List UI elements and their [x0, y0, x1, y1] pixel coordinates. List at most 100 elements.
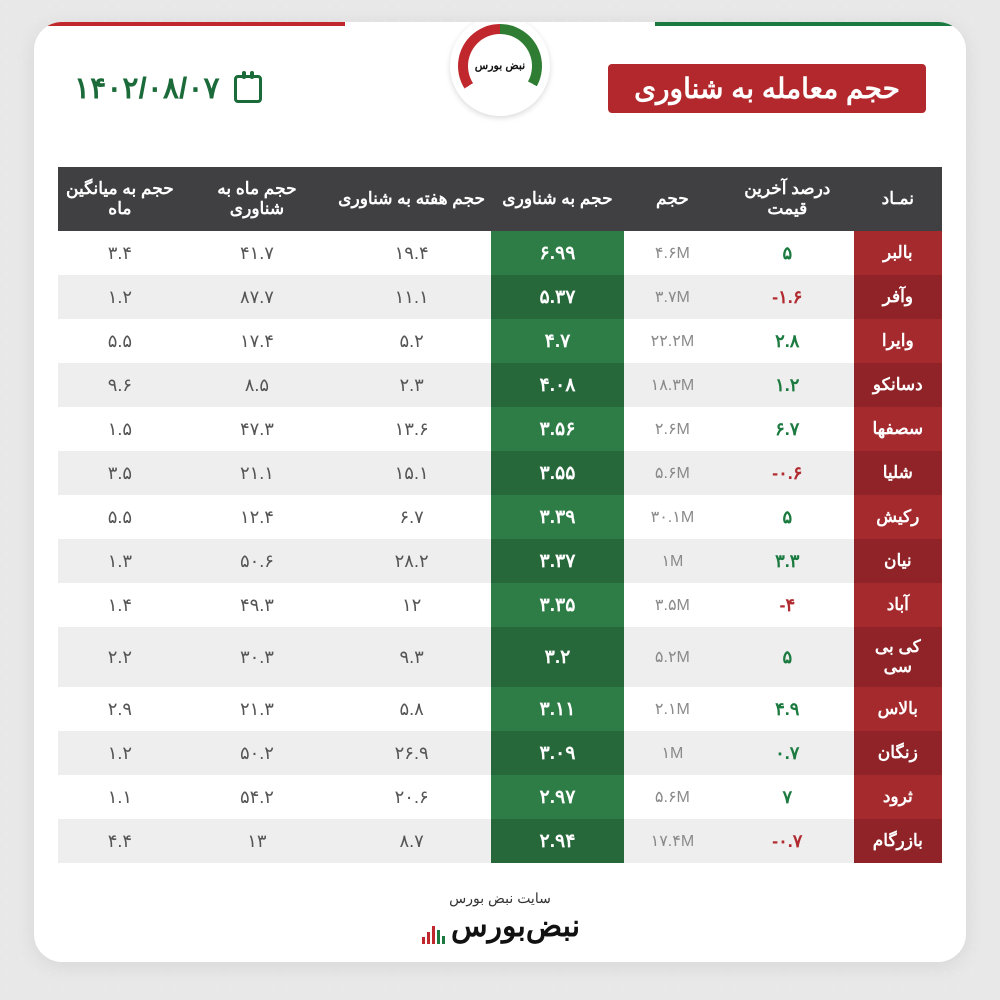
cell-week: ۱۵.۱ [332, 451, 491, 495]
col-header: نمـاد [854, 167, 942, 231]
cell-month: ۴۷.۳ [182, 407, 332, 451]
col-header: حجم هفته به شناوری [332, 167, 491, 231]
table-row: بازرگام-۰.۷۱۷.۴M۲.۹۴۸.۷۱۳۴.۴ [58, 819, 942, 863]
cell-month: ۱۳ [182, 819, 332, 863]
cell-pct: ۰.۷ [721, 731, 854, 775]
cell-pct: ۷ [721, 775, 854, 819]
cell-ratio: ۳.۳۹ [491, 495, 624, 539]
cell-ratio: ۲.۹۴ [491, 819, 624, 863]
table-row: دسانکو۱.۲۱۸.۳M۴.۰۸۲.۳۸.۵۹.۶ [58, 363, 942, 407]
cell-avg: ۴.۴ [58, 819, 182, 863]
cell-pct: ۳.۳ [721, 539, 854, 583]
bars-icon [422, 926, 445, 944]
cell-sym: آباد [854, 583, 942, 627]
cell-month: ۳۰.۳ [182, 627, 332, 687]
cell-sym: شلیا [854, 451, 942, 495]
cell-week: ۱۹.۴ [332, 231, 491, 275]
cell-sym: زنگان [854, 731, 942, 775]
logo-text: نبض بورس [468, 34, 532, 98]
cell-avg: ۵.۵ [58, 495, 182, 539]
cell-ratio: ۳.۳۵ [491, 583, 624, 627]
cell-month: ۵۰.۶ [182, 539, 332, 583]
cell-vol: ۱M [624, 731, 721, 775]
table-row: کی بی سی۵۵.۲M۳.۲۹.۳۳۰.۳۲.۲ [58, 627, 942, 687]
cell-pct: ۴.۹ [721, 687, 854, 731]
cell-pct: ۵ [721, 495, 854, 539]
cell-pct: -۰.۶ [721, 451, 854, 495]
cell-avg: ۱.۲ [58, 731, 182, 775]
cell-sym: بازرگام [854, 819, 942, 863]
cell-pct: ۶.۷ [721, 407, 854, 451]
cell-ratio: ۵.۳۷ [491, 275, 624, 319]
col-header: حجم ماه به شناوری [182, 167, 332, 231]
cell-pct: -۱.۶ [721, 275, 854, 319]
table-row: رکیش۵۳۰.۱M۳.۳۹۶.۷۱۲.۴۵.۵ [58, 495, 942, 539]
cell-sym: دسانکو [854, 363, 942, 407]
cell-week: ۲.۳ [332, 363, 491, 407]
cell-avg: ۲.۲ [58, 627, 182, 687]
cell-vol: ۴.۶M [624, 231, 721, 275]
cell-avg: ۲.۹ [58, 687, 182, 731]
footer: سایت نبض بورس نبض‌بورس [34, 890, 966, 944]
cell-vol: ۳۰.۱M [624, 495, 721, 539]
cell-vol: ۲.۱M [624, 687, 721, 731]
cell-ratio: ۳.۱۱ [491, 687, 624, 731]
cell-ratio: ۶.۹۹ [491, 231, 624, 275]
table-row: بالاس۴.۹۲.۱M۳.۱۱۵.۸۲۱.۳۲.۹ [58, 687, 942, 731]
cell-month: ۵۴.۲ [182, 775, 332, 819]
cell-week: ۱۱.۱ [332, 275, 491, 319]
cell-week: ۲۸.۲ [332, 539, 491, 583]
cell-ratio: ۳.۲ [491, 627, 624, 687]
cell-avg: ۱.۴ [58, 583, 182, 627]
report-card: نبض بورس حجم معامله به شناوری ۱۴۰۲/۰۸/۰۷… [34, 22, 966, 962]
cell-month: ۴۹.۳ [182, 583, 332, 627]
table-header-row: نمـاددرصد آخرین قیمتحجمحجم به شناوریحجم … [58, 167, 942, 231]
cell-pct: ۵ [721, 627, 854, 687]
table-row: ثرود۷۵.۶M۲.۹۷۲۰.۶۵۴.۲۱.۱ [58, 775, 942, 819]
cell-sym: کی بی سی [854, 627, 942, 687]
stripe-seg [34, 22, 345, 26]
table-row: بالبر۵۴.۶M۶.۹۹۱۹.۴۴۱.۷۳.۴ [58, 231, 942, 275]
cell-avg: ۵.۵ [58, 319, 182, 363]
cell-week: ۶.۷ [332, 495, 491, 539]
cell-ratio: ۳.۰۹ [491, 731, 624, 775]
table-row: نیان۳.۳۱M۳.۳۷۲۸.۲۵۰.۶۱.۳ [58, 539, 942, 583]
cell-week: ۱۳.۶ [332, 407, 491, 451]
cell-vol: ۵.۶M [624, 775, 721, 819]
table-row: آباد-۴۳.۵M۳.۳۵۱۲۴۹.۳۱.۴ [58, 583, 942, 627]
cell-vol: ۱۸.۳M [624, 363, 721, 407]
page-title: حجم معامله به شناوری [608, 64, 926, 113]
cell-month: ۴۱.۷ [182, 231, 332, 275]
cell-pct: -۰.۷ [721, 819, 854, 863]
cell-sym: سصفها [854, 407, 942, 451]
cell-week: ۱۲ [332, 583, 491, 627]
table-row: وآفر-۱.۶۳.۷M۵.۳۷۱۱.۱۸۷.۷۱.۲ [58, 275, 942, 319]
calendar-icon [234, 75, 262, 103]
table-row: سصفها۶.۷۲.۶M۳.۵۶۱۳.۶۴۷.۳۱.۵ [58, 407, 942, 451]
footer-brand-text: نبض‌بورس [451, 909, 580, 944]
cell-sym: بالاس [854, 687, 942, 731]
cell-month: ۲۱.۳ [182, 687, 332, 731]
cell-vol: ۲.۶M [624, 407, 721, 451]
footer-brand: نبض‌بورس [420, 909, 580, 944]
cell-month: ۵۰.۲ [182, 731, 332, 775]
cell-month: ۲۱.۱ [182, 451, 332, 495]
cell-vol: ۱M [624, 539, 721, 583]
cell-vol: ۵.۲M [624, 627, 721, 687]
col-header: حجم به شناوری [491, 167, 624, 231]
cell-month: ۸۷.۷ [182, 275, 332, 319]
cell-ratio: ۴.۰۸ [491, 363, 624, 407]
cell-pct: -۴ [721, 583, 854, 627]
table-row: زنگان۰.۷۱M۳.۰۹۲۶.۹۵۰.۲۱.۲ [58, 731, 942, 775]
table-row: وایرا۲.۸۲۲.۲M۴.۷۵.۲۱۷.۴۵.۵ [58, 319, 942, 363]
cell-vol: ۵.۶M [624, 451, 721, 495]
cell-pct: ۲.۸ [721, 319, 854, 363]
cell-avg: ۳.۵ [58, 451, 182, 495]
cell-month: ۱۲.۴ [182, 495, 332, 539]
cell-ratio: ۳.۳۷ [491, 539, 624, 583]
cell-avg: ۱.۳ [58, 539, 182, 583]
cell-sym: رکیش [854, 495, 942, 539]
cell-vol: ۲۲.۲M [624, 319, 721, 363]
cell-sym: ثرود [854, 775, 942, 819]
cell-ratio: ۳.۵۶ [491, 407, 624, 451]
